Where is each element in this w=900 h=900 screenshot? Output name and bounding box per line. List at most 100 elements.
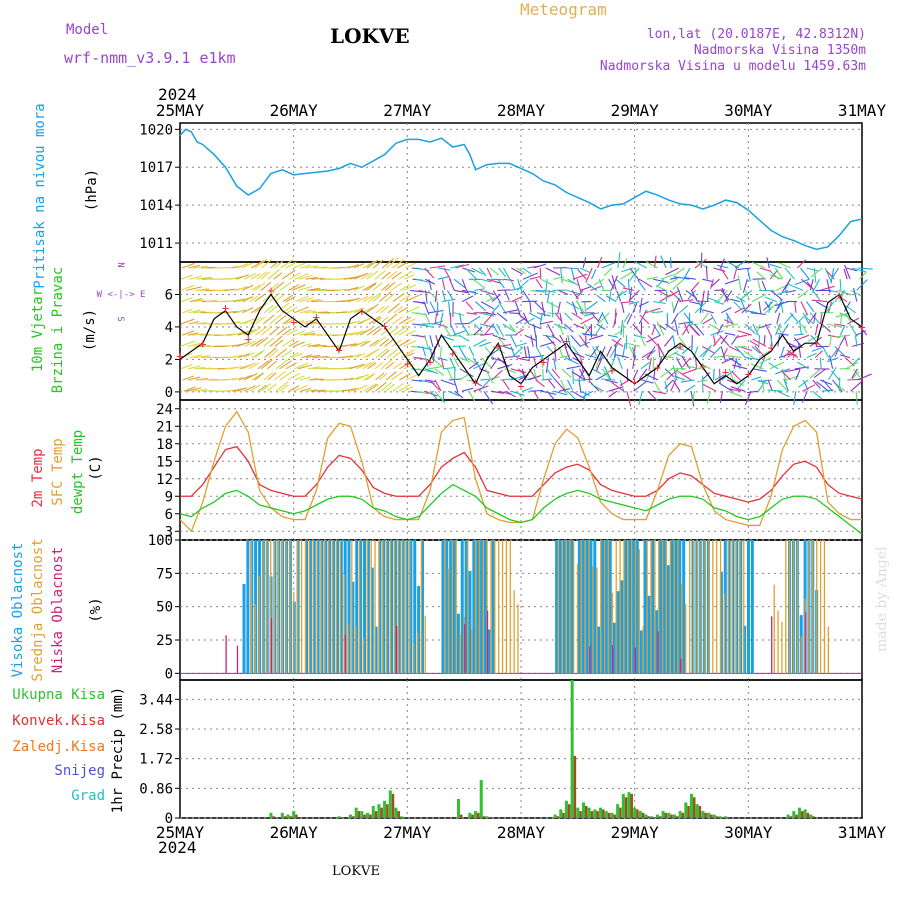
wind-arrow: [230, 277, 242, 280]
cloud-mid-bar: [704, 540, 706, 674]
wind-arrow: [450, 324, 455, 334]
cloud-mid-bar: [370, 540, 372, 674]
cloud-mid-bar: [685, 604, 687, 674]
gust-marker: +: [267, 284, 274, 298]
wind-arrow: [580, 391, 590, 395]
y-tick-label: 100: [148, 533, 173, 549]
cloud-mid-bar: [254, 604, 256, 674]
wind-arrow: [382, 258, 394, 268]
wind-arrow: [765, 297, 777, 302]
wind-arrow: [300, 331, 315, 335]
wind-arrow: [370, 340, 379, 346]
wind-arrow: [547, 369, 556, 381]
wind-arrow: [199, 379, 214, 380]
wind-arrow: [262, 260, 272, 268]
wind-arrow: [549, 380, 556, 388]
precip-total-bar: [616, 804, 620, 818]
wind-arrow: [393, 383, 404, 391]
wind-arrow: [652, 325, 655, 336]
wind-arrow: [292, 285, 305, 290]
wind-arrow: [354, 273, 368, 279]
wind-arrow: [565, 313, 573, 321]
wind-arrow: [517, 268, 526, 274]
wind-arrow: [294, 342, 305, 346]
cloud-mid-bar: [455, 540, 457, 674]
wind-arrow: [702, 290, 704, 304]
wind-arrow: [311, 334, 322, 335]
wind-arrow: [499, 391, 511, 394]
wind-arrow: [760, 268, 772, 271]
wind-panel: 10m Vjetar Brzina i Pravac (m/s) N W <-|…: [30, 262, 145, 393]
wind-arrow: [592, 269, 596, 279]
wind-arrow: [381, 360, 392, 369]
wind-arrow: [823, 347, 829, 358]
wind-arrow: [248, 327, 261, 335]
wind-arrow: [182, 263, 195, 268]
precip-total-bar: [809, 814, 813, 818]
wind-arrow: [534, 369, 538, 382]
cloud-high-bar: [651, 540, 655, 674]
wind-arrow: [350, 331, 364, 335]
wind-arrow: [561, 268, 563, 283]
y-tick-label: 15: [156, 454, 173, 470]
wind-arrow: [602, 262, 616, 268]
wind-arrow: [608, 335, 618, 337]
wind-arrow: [242, 285, 253, 290]
cloud-mid-bar: [596, 567, 598, 674]
wind-arrow: [723, 324, 739, 327]
wind-arrow: [505, 290, 509, 300]
wind-arrow: [759, 302, 761, 314]
cloud-mid-bar: [576, 563, 579, 674]
wind-arrow: [294, 386, 308, 392]
wind-arrow: [462, 324, 469, 335]
wind-arrow: [455, 391, 463, 398]
wind-arrow: [584, 313, 599, 316]
cloud-mid-bar: [812, 540, 814, 674]
precip-conv-bar: [340, 817, 344, 818]
wind-arrow: [554, 324, 567, 329]
wind-arrow: [560, 335, 567, 348]
precip-total-bar: [661, 811, 665, 818]
wind-arrow: [430, 266, 445, 268]
wind-arrow: [543, 335, 554, 337]
wind-arrow: [797, 260, 805, 268]
wind-arrow: [425, 369, 438, 374]
wind-ylabel: (m/s): [82, 309, 98, 351]
wind-arrow: [536, 279, 542, 288]
cloud-mid-bar: [677, 540, 679, 674]
wind-arrow: [523, 290, 530, 301]
wind-arrow: [534, 264, 546, 268]
wind-arrow: [454, 358, 459, 367]
wind-arrow: [475, 302, 486, 311]
wind-arrow: [454, 290, 469, 293]
cloud-mid-bar: [358, 540, 361, 674]
cloud-high-bar: [628, 540, 632, 674]
wind-arrow: [636, 262, 647, 268]
wind-arrow: [497, 324, 504, 337]
panel-frame: [179, 399, 863, 541]
wind-arrow: [708, 290, 709, 301]
cloud-mid-bar: [498, 540, 500, 674]
wind-arrow: [289, 273, 301, 279]
wind-arrow: [560, 313, 562, 325]
wind-arrow: [243, 363, 255, 369]
precip-total-bar: [797, 807, 801, 818]
wind-arrow: [368, 293, 380, 302]
cloud-low-bar: [464, 624, 466, 674]
wind-arrow: [386, 258, 398, 268]
precip-conv-bar: [715, 816, 719, 818]
wind-arrow: [275, 295, 283, 301]
cloud-mid-bar: [347, 623, 349, 674]
precip-conv-bar: [380, 807, 383, 818]
gust-marker: +: [404, 356, 411, 370]
cloud-mid-bar: [385, 540, 388, 674]
cloud-mid-bar: [592, 566, 594, 674]
wind-arrow: [252, 350, 265, 358]
wind-arrow: [473, 358, 481, 370]
wind-arrow: [300, 265, 311, 268]
panel-plot-4: 0 0.86 1.72 2.58 3.44: [139, 679, 863, 827]
wind-arrow: [460, 369, 474, 377]
wind-arrow: [673, 381, 679, 392]
wind-arrow: [231, 322, 241, 324]
wind-arrow: [450, 265, 463, 268]
